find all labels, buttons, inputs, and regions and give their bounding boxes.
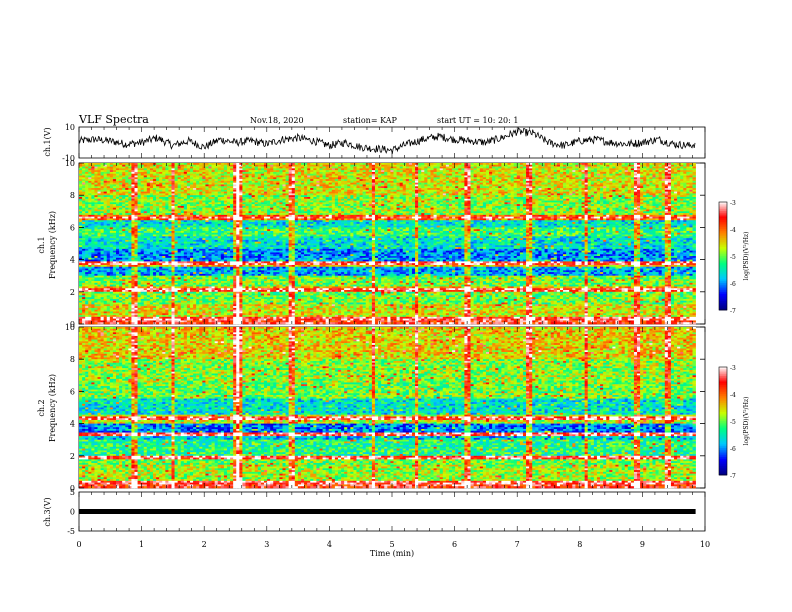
time-tick-label: 8 bbox=[577, 540, 582, 549]
freq-tick-label: 0 bbox=[70, 484, 75, 493]
freq-tick-label: 6 bbox=[70, 223, 75, 232]
ch1-spectrogram-ylabel: ch.1 bbox=[37, 236, 46, 253]
ch2-colorbar: -3 -4 -5 -6 -7 log(PSD)(V²/Hz) bbox=[718, 365, 750, 480]
time-tick-label: 2 bbox=[202, 540, 207, 549]
freq-tick-label: 10 bbox=[65, 323, 75, 332]
time-tick-label: 10 bbox=[700, 540, 710, 549]
time-axis: 0 1 2 3 4 5 6 7 8 9 10 bbox=[76, 127, 710, 549]
ch1-frequency-ylabel: Frequency (kHz) bbox=[48, 211, 57, 279]
ch2-frequency-ylabel: Frequency (kHz) bbox=[48, 374, 57, 442]
freq-tick-label: 2 bbox=[70, 452, 75, 461]
date-label: Nov.18, 2020 bbox=[250, 116, 304, 125]
station-label: station= KAP bbox=[343, 116, 398, 125]
ch1-voltage-trace bbox=[78, 127, 696, 154]
ch1-spectrogram-panel: 0 2 4 6 8 10 ch.1 Frequency (kHz) bbox=[37, 159, 706, 329]
ch3-ytick-label: -5 bbox=[67, 527, 75, 536]
time-tick-label: 9 bbox=[640, 540, 645, 549]
ch1-colorbar: -3 -4 -5 -6 -7 log(PSD)(V²/Hz) bbox=[718, 200, 750, 315]
colorbar-tick-label: -7 bbox=[730, 473, 736, 480]
time-tick-label: 5 bbox=[389, 540, 394, 549]
freq-tick-label: 6 bbox=[70, 387, 75, 396]
time-axis-label: Time (min) bbox=[370, 549, 414, 558]
ch1-voltage-panel: 10 -10 ch.1(V) bbox=[43, 123, 706, 163]
time-tick-label: 0 bbox=[76, 540, 81, 549]
ch1-ytick-bottom: -10 bbox=[62, 154, 75, 163]
freq-tick-label: 4 bbox=[70, 420, 75, 429]
colorbar-tick-label: -5 bbox=[730, 254, 736, 261]
colorbar-tick-label: -6 bbox=[730, 446, 736, 453]
ch3-ytick-label: 0 bbox=[70, 508, 75, 517]
ch1-ytick-top: 10 bbox=[65, 123, 75, 132]
freq-tick-label: 0 bbox=[70, 320, 75, 329]
time-tick-label: 1 bbox=[139, 540, 144, 549]
colorbar-label: log(PSD)(V²/Hz) bbox=[743, 397, 750, 446]
ch2-spectrogram-panel: 0 2 4 6 8 10 ch.2 Frequency (kHz) bbox=[37, 323, 706, 493]
colorbar-tick-label: -4 bbox=[730, 227, 736, 234]
time-tick-label: 7 bbox=[515, 540, 520, 549]
start-time-label: start UT = 10: 20: 1 bbox=[437, 116, 518, 125]
ch3-ytick-label: 5 bbox=[70, 488, 75, 497]
time-tick-label: 4 bbox=[327, 540, 332, 549]
ch3-voltage-ylabel: ch.3(V) bbox=[43, 497, 52, 526]
freq-tick-label: 2 bbox=[70, 288, 75, 297]
ch1-spectrogram-image bbox=[79, 163, 696, 325]
colorbar-tick-label: -6 bbox=[730, 281, 736, 288]
colorbar-label: log(PSD)(V²/Hz) bbox=[743, 232, 750, 281]
freq-tick-label: 8 bbox=[70, 191, 75, 200]
time-tick-label: 6 bbox=[452, 540, 457, 549]
freq-tick-label: 10 bbox=[65, 159, 75, 168]
ch2-spectrogram-ylabel: ch.2 bbox=[37, 399, 46, 416]
colorbar-tick-label: -3 bbox=[730, 200, 736, 207]
ch2-spectrogram-yticks: 0 2 4 6 8 10 bbox=[65, 323, 705, 493]
freq-tick-label: 4 bbox=[70, 256, 75, 265]
colorbar-tick-label: -5 bbox=[730, 419, 736, 426]
colorbar-frame bbox=[718, 201, 728, 311]
ch1-voltage-ylabel: ch.1(V) bbox=[43, 127, 52, 156]
colorbar-tick-label: -3 bbox=[730, 365, 736, 372]
colorbar-tick-label: -4 bbox=[730, 392, 736, 399]
figure-title: VLF Spectra bbox=[78, 113, 149, 126]
ch3-voltage-panel: 5 0 -5 ch.3(V) bbox=[43, 488, 706, 536]
colorbar-tick-label: -7 bbox=[730, 308, 736, 315]
ch2-spectrogram-image bbox=[79, 327, 696, 489]
ch1-spectrogram-yticks: 0 2 4 6 8 10 bbox=[65, 159, 705, 329]
freq-tick-label: 8 bbox=[70, 355, 75, 364]
time-tick-label: 3 bbox=[264, 540, 269, 549]
colorbar-frame bbox=[718, 366, 728, 476]
ch3-yticks: 5 0 -5 bbox=[67, 488, 75, 536]
